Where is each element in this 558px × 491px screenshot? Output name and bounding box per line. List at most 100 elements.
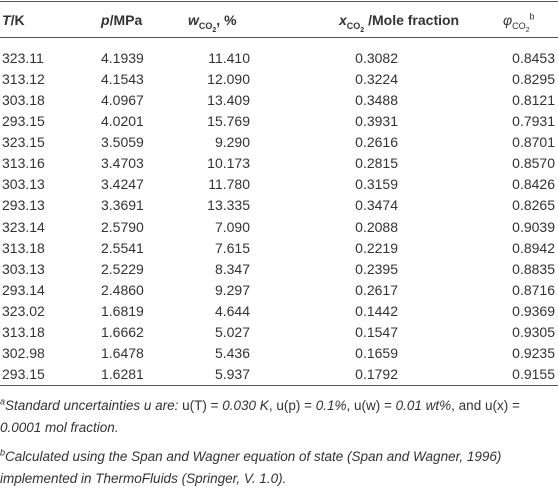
header-unit: /Mole fraction [364,12,460,28]
header-subsubscript: 2 [212,26,217,34]
table-cell: 7.615 [214,239,250,256]
header-subsubscript: 2 [525,26,530,34]
table-cell: 13.335 [207,197,250,214]
table-cell: 4.0201 [101,113,144,130]
footnote: bCalculated using the Span and Wagner eq… [0,446,556,490]
table-cell: 5.027 [214,323,250,340]
footnote-text: , and u(x) = [451,398,520,413]
table-cell: 323.02 [2,302,45,319]
table-cell: 313.18 [2,239,45,256]
header-subsubscript: 2 [360,26,365,34]
table-cell: 302.98 [2,344,45,361]
table-cell: 9.290 [214,134,250,151]
table-cell: 7.090 [214,218,250,235]
table-cell: 0.7931 [512,113,555,130]
header-symbol: p [101,12,110,28]
header-symbol: w [188,12,199,28]
footnote-text: 0.0001 mol fraction. [0,420,119,435]
table-cell: 3.4703 [101,155,144,172]
table-cell: 0.8942 [512,239,555,256]
table-cell: 0.8426 [512,176,555,193]
footnote-marker: a [0,396,6,407]
table-cell: 5.436 [214,344,250,361]
footnote-text: , u(p) = [268,398,316,413]
bottom-rule [0,385,558,386]
header-rule [0,37,558,38]
footnote: aStandard uncertainties u are: u(T) = 0.… [0,395,556,439]
header-symbol: T [2,12,11,28]
footnote-text: u(T) = [178,398,223,413]
table-cell: 0.8121 [512,92,555,109]
table-cell: 1.6819 [101,302,144,319]
table-cell: 3.4247 [101,176,144,193]
table-cell: 0.2395 [355,260,398,277]
table-cell: 3.5059 [101,134,144,151]
table-cell: 0.2617 [355,281,398,298]
footnote-text: Standard uncertainties u are: [5,398,179,413]
table-cell: 0.2815 [355,155,398,172]
table-cell: 303.13 [2,176,45,193]
table-cell: 0.8295 [512,71,555,88]
table-cell: 2.5229 [101,260,144,277]
table-cell: 1.6281 [101,366,144,383]
table-cell: 0.8701 [512,134,555,151]
header-unit: , % [216,12,237,28]
header-unit: /K [10,12,25,28]
table-cell: 1.6478 [101,344,144,361]
column-header: p/MPa [101,10,142,30]
table-cell: 15.769 [207,113,250,130]
table-cell: 0.3224 [355,71,398,88]
table-cell: 0.3082 [355,50,398,66]
table-cell: 323.15 [2,134,45,151]
table-cell: 0.3488 [355,92,398,109]
table-cell: 4.1543 [101,71,144,88]
footnote-text: 0.01 wt% [395,398,452,413]
footnote-marker: b [0,447,6,458]
header-subscript: CO2 [346,20,365,34]
table-cell: 11.410 [208,50,250,66]
table-cell: 2.4860 [101,281,144,298]
table-cell: 323.14 [2,218,45,235]
table-cell: 0.8570 [512,155,555,172]
table-cell: 323.11 [2,50,44,66]
table-cell: 0.2088 [355,218,398,235]
footnote-text: 0.1% [315,398,347,413]
footnote-text: , u(w) = [346,398,396,413]
table-cell: 303.18 [2,92,45,109]
table-cell: 0.8716 [512,281,555,298]
table-cell: 0.3159 [355,176,398,193]
table-cell: 10.173 [207,155,250,172]
column-header: xCO2 /Mole fraction [339,10,460,34]
footnote-text: Calculated using the Span and Wagner equ… [0,449,502,486]
header-unit: /MPa [109,12,143,28]
table-cell: 303.13 [2,260,45,277]
table-cell: 0.9369 [512,302,555,319]
table-cell: 0.1547 [355,323,398,340]
table-cell: 0.8265 [512,197,555,214]
table-cell: 0.8453 [512,50,555,66]
top-rule [0,1,558,2]
table-cell: 8.347 [214,260,250,277]
table-cell: 0.2219 [355,239,398,256]
table-cell: 13.409 [207,92,250,109]
table-cell: 11.780 [208,176,250,193]
table-cell: 0.8835 [512,260,555,277]
table-cell: 4.1939 [101,50,144,66]
table-cell: 293.15 [2,366,45,383]
table-cell: 9.297 [214,281,250,298]
header-symbol: x [339,12,347,28]
table-cell: 313.12 [2,71,45,88]
footnote-marker: b [529,11,535,22]
column-header: T/K [2,10,25,30]
column-header: wCO2, % [188,10,237,34]
column-header: φCO2b [503,10,535,34]
table-cell: 0.9155 [512,366,555,383]
table-cell: 0.1792 [355,366,398,383]
table-cell: 313.16 [2,155,45,172]
footnote-text: 0.030 K [222,398,269,413]
table-cell: 3.3691 [101,197,144,214]
table-cell: 293.14 [2,281,45,298]
table-cell: 293.13 [2,197,45,214]
header-subscript: CO2 [198,20,217,34]
